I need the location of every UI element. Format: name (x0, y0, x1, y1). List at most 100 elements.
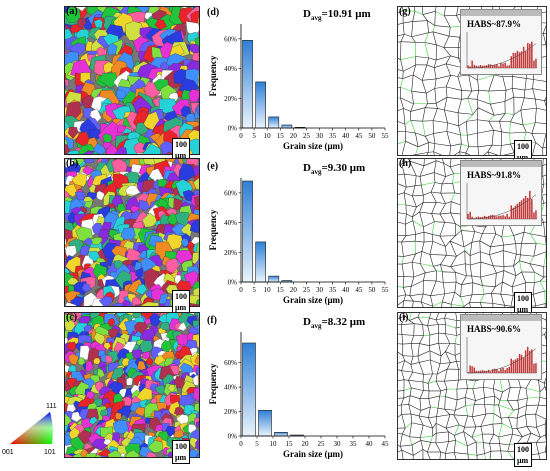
histogram-bar-e-2 (268, 275, 280, 283)
y-axis-label-f: Frequency (208, 363, 218, 404)
histogram-bar-d-0 (242, 39, 253, 129)
ipf-color-legend: 111 001 101 (2, 403, 57, 456)
x-tick-label-d: 30 (316, 132, 324, 140)
avg-grain-size-f: Davg=8.32 μm (303, 316, 365, 330)
x-tick-label-f: 0 (239, 440, 243, 448)
x-tick-label-e: 10 (264, 286, 272, 294)
x-tick-label-d: 35 (329, 132, 337, 140)
y-tick-label-f: 60% (224, 359, 237, 367)
x-tick-label-e: 15 (277, 286, 285, 294)
avg-grain-size-d: Davg=10.91 μm (303, 8, 371, 22)
histogram-bar-f-2 (274, 432, 288, 437)
scale-bar-label-c: 100 μm (175, 442, 187, 462)
ipf-triangle-overlay (10, 412, 53, 444)
x-tick-label-e: 35 (329, 286, 337, 294)
x-tick-label-d: 45 (355, 132, 363, 140)
histogram-bar-e-0 (242, 180, 253, 283)
scale-bar-label-a: 100 μm (175, 140, 187, 160)
misorientation-histogram (466, 183, 537, 220)
panel-label-d: (d) (207, 7, 219, 18)
x-tick-label-e: 5 (252, 286, 256, 294)
grain-size-histogram-e: (e) Davg=9.30 μm 0 5 10 15 20 25 30 35 40 45 50 55 0% 2… (207, 161, 390, 305)
avg-grain-size-e: Davg=9.30 μm (303, 162, 365, 176)
ipf-grains (65, 159, 199, 306)
x-tick-label-f: 45 (382, 440, 390, 448)
panel-label-i: (i) (399, 312, 409, 323)
x-tick-label-e: 40 (342, 286, 350, 294)
y-tick-label-e: 40% (224, 219, 237, 227)
y-tick-label-e: 60% (224, 189, 237, 197)
scale-bar-label-b: 100 μm (175, 292, 187, 312)
x-tick-label-f: 35 (350, 440, 358, 448)
panel-label-b: (b) (66, 158, 79, 169)
histogram-bar-d-3 (281, 124, 293, 129)
x-tick-label-d: 55 (382, 132, 390, 140)
x-tick-label-d: 10 (264, 132, 272, 140)
x-tick-label-f: 5 (255, 440, 259, 448)
histogram-bar-d-1 (255, 81, 266, 129)
x-tick-label-e: 20 (290, 286, 298, 294)
ipf-map-a (64, 6, 200, 155)
misorientation-inset-h: HABS~91.8% (460, 160, 542, 226)
x-tick-label-e: 25 (303, 286, 311, 294)
panel-label-c: (c) (66, 312, 78, 323)
y-tick-label-f: 40% (224, 384, 237, 392)
x-axis-label-f: Grain size (μm) (283, 449, 343, 459)
grain-size-histogram-f: (f) Davg=8.32 μm 0 5 10 15 20 25 30 35 40 45 0% 20% 40… (207, 315, 390, 459)
y-tick-label-f: 20% (224, 408, 237, 416)
x-tick-label-d: 15 (277, 132, 285, 140)
panel-label-e: (e) (207, 161, 218, 172)
misorientation-inset-g: HABS~87.9% (460, 9, 542, 75)
y-tick-label-d: 0% (228, 125, 238, 133)
misorientation-inset-i: HABS~90.6% (460, 314, 542, 380)
legend-label-001: 001 (2, 449, 14, 456)
scale-bar-i: 100 μm (514, 443, 532, 467)
misorientation-histogram (466, 32, 537, 69)
grain-size-histogram-d: (d) Davg=10.91 μm 0 5 10 15 20 25 30 35 40 45 50 55 0%… (207, 7, 390, 151)
panel-label-f: (f) (207, 315, 217, 326)
y-tick-label-d: 60% (224, 35, 237, 43)
x-tick-label-d: 25 (303, 132, 311, 140)
y-tick-label-d: 20% (224, 95, 237, 103)
y-axis-label-d: Frequency (208, 55, 218, 96)
x-tick-label-e: 0 (239, 286, 243, 294)
misorientation-histogram (466, 337, 537, 374)
y-tick-label-d: 40% (224, 65, 237, 73)
panel-label-a: (a) (66, 6, 78, 17)
y-tick-label-e: 0% (228, 279, 238, 287)
histogram-bar-f-1 (258, 410, 272, 437)
panel-label-h: (h) (399, 158, 412, 169)
x-tick-label-d: 50 (368, 132, 376, 140)
scale-bar-label-i: 100 μm (517, 445, 529, 465)
panel-label-g: (g) (399, 6, 411, 17)
x-tick-label-d: 40 (342, 132, 350, 140)
habs-value-g: HABS~87.9% (467, 19, 521, 29)
legend-label-111: 111 (46, 403, 57, 410)
x-tick-label-f: 10 (270, 440, 278, 448)
habs-value-h: HABS~91.8% (467, 170, 521, 180)
x-tick-label-d: 5 (252, 132, 256, 140)
x-tick-label-e: 50 (368, 286, 376, 294)
habs-value-i: HABS~90.6% (467, 324, 521, 334)
x-tick-label-f: 25 (318, 440, 326, 448)
x-tick-label-d: 0 (239, 132, 243, 140)
histogram-bar-e-1 (255, 241, 266, 283)
x-tick-label-e: 45 (355, 286, 363, 294)
x-tick-label-e: 30 (316, 286, 324, 294)
y-tick-label-e: 20% (224, 249, 237, 257)
scale-bar-label-g: 100 μm (517, 142, 529, 162)
x-axis-label-d: Grain size (μm) (283, 141, 343, 151)
y-axis-label-e: Frequency (208, 209, 218, 250)
scale-bar-label-h: 100 μm (517, 294, 529, 314)
x-tick-label-d: 20 (290, 132, 298, 140)
x-tick-label-f: 30 (334, 440, 342, 448)
x-tick-label-e: 55 (382, 286, 390, 294)
scale-bar-b: 100 μm (172, 290, 190, 314)
ipf-map-b (64, 158, 200, 307)
ipf-grains (65, 313, 199, 457)
x-axis-label-e: Grain size (μm) (283, 295, 343, 305)
ipf-map-c (64, 312, 200, 458)
legend-label-101: 101 (44, 449, 56, 456)
x-tick-label-f: 15 (286, 440, 294, 448)
histogram-bar-f-0 (242, 342, 256, 437)
